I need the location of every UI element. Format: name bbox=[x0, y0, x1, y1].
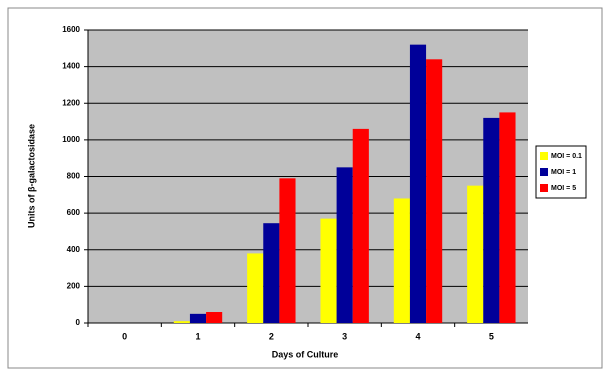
bar bbox=[499, 112, 516, 323]
y-tick-label: 400 bbox=[67, 245, 81, 254]
y-tick-label: 800 bbox=[67, 172, 81, 181]
x-axis-label: Days of Culture bbox=[272, 349, 339, 359]
bar bbox=[189, 313, 207, 323]
y-tick-label: 600 bbox=[67, 208, 81, 217]
bar bbox=[393, 198, 410, 323]
bar bbox=[483, 117, 500, 324]
bar bbox=[279, 178, 296, 323]
x-tick-label: 4 bbox=[415, 331, 420, 341]
x-tick-label: 1 bbox=[195, 331, 200, 341]
legend-label: MOI = 5 bbox=[551, 185, 576, 192]
x-tick-label: 5 bbox=[489, 331, 494, 341]
legend-swatch bbox=[540, 152, 548, 160]
bar bbox=[320, 218, 337, 323]
bar bbox=[426, 59, 443, 324]
legend-swatch bbox=[540, 184, 548, 192]
y-tick-label: 1200 bbox=[62, 98, 80, 107]
x-tick-label: 0 bbox=[122, 331, 127, 341]
bar bbox=[336, 167, 353, 323]
y-axis-label: Units of β-galactosidase bbox=[26, 124, 36, 228]
bar bbox=[173, 321, 190, 323]
bar bbox=[247, 253, 264, 323]
legend-label: MOI = 1 bbox=[551, 169, 576, 176]
bar bbox=[409, 44, 427, 324]
y-tick-label: 1400 bbox=[62, 62, 80, 71]
legend-swatch bbox=[540, 168, 548, 176]
y-tick-label: 1000 bbox=[62, 135, 80, 144]
x-tick-label: 2 bbox=[269, 331, 274, 341]
bar bbox=[467, 185, 484, 323]
bar bbox=[206, 312, 223, 323]
legend-label: MOI = 0.1 bbox=[551, 153, 582, 160]
y-tick-label: 1600 bbox=[62, 25, 80, 34]
x-tick-label: 3 bbox=[342, 331, 347, 341]
bar bbox=[263, 223, 280, 323]
bar bbox=[352, 128, 369, 323]
y-tick-label: 200 bbox=[67, 281, 81, 290]
y-tick-label: 0 bbox=[76, 318, 81, 327]
